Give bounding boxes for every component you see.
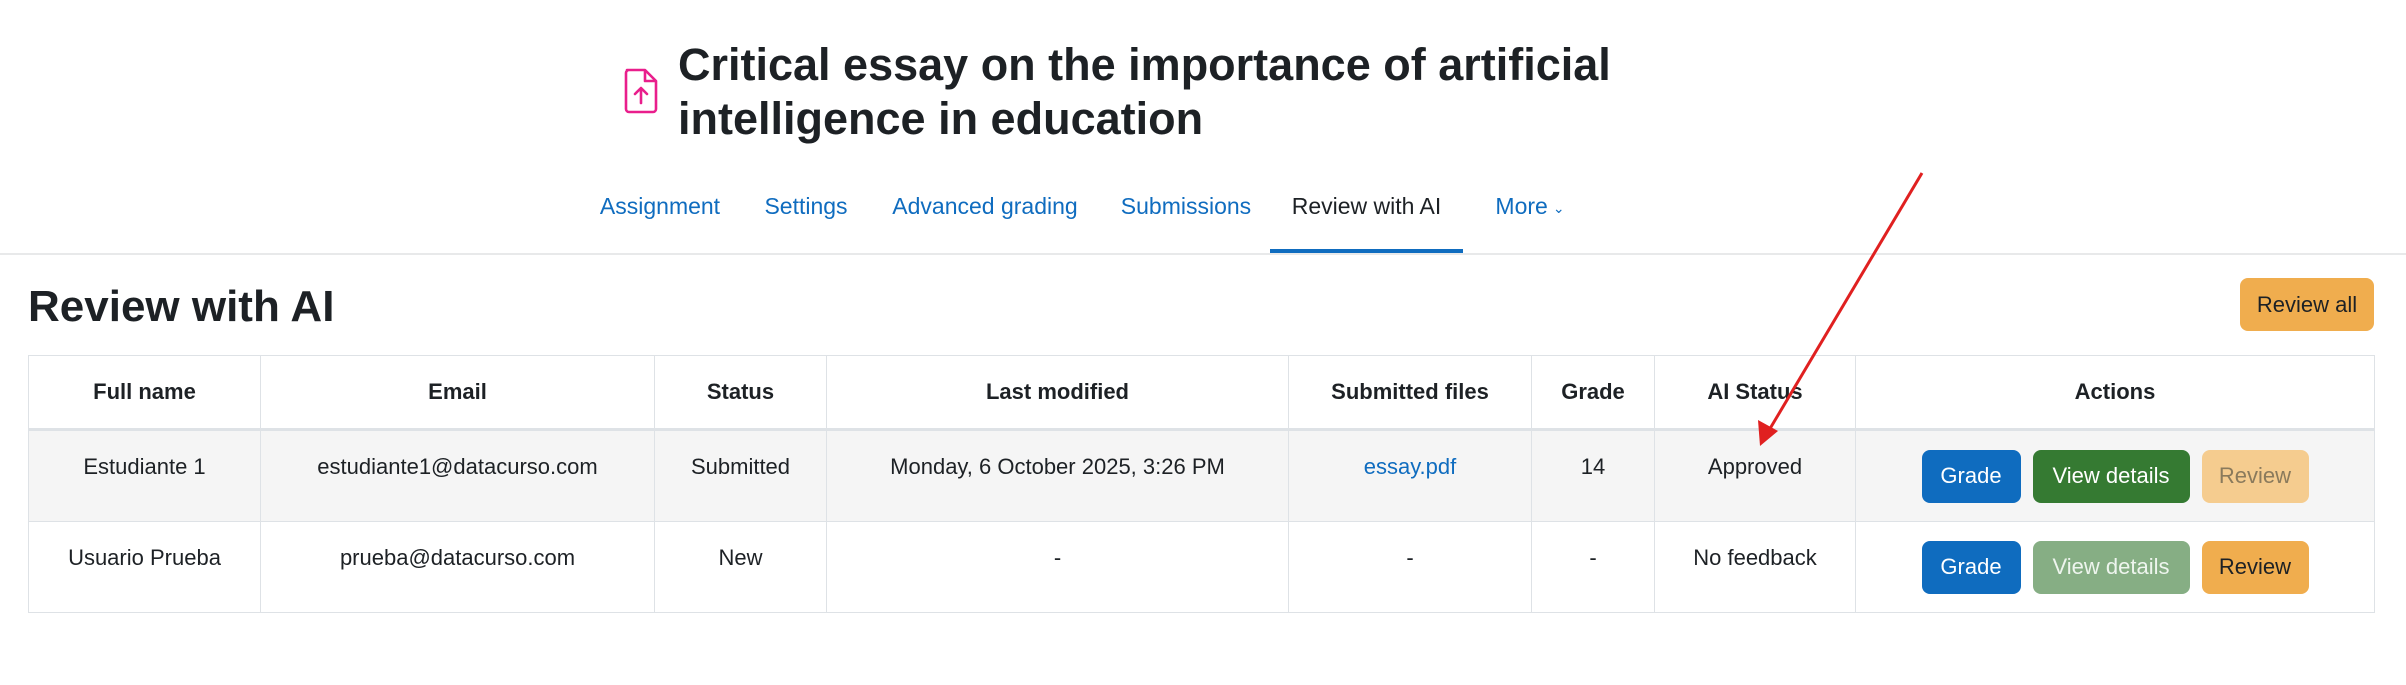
grade-button[interactable]: Grade xyxy=(1921,540,2021,594)
tab-settings[interactable]: Settings xyxy=(764,193,848,219)
cell-email: prueba@datacurso.com xyxy=(260,521,655,613)
grade: - xyxy=(1589,545,1597,570)
row-actions: Grade View details Review xyxy=(1856,449,2374,503)
view-details-button[interactable]: View details xyxy=(2032,449,2190,503)
table-header-row: Full name Email Status Last modified Sub… xyxy=(28,355,2375,431)
file-upload-icon xyxy=(624,68,658,114)
cell-email: estudiante1@datacurso.com xyxy=(260,429,655,522)
tab-more[interactable]: More ⌄ xyxy=(1480,170,1580,253)
full-name: Usuario Prueba xyxy=(68,545,221,570)
cell-submitted-files: - xyxy=(1288,521,1532,613)
submission-status: Submitted xyxy=(690,454,791,479)
submitted-file: - xyxy=(1406,545,1414,570)
cell-submitted-files: essay.pdf xyxy=(1288,429,1532,522)
column-header-full-name[interactable]: Full name xyxy=(28,355,261,431)
view-details-button: View details xyxy=(2032,540,2190,594)
cell-grade: - xyxy=(1531,521,1655,613)
grade-button[interactable]: Grade xyxy=(1921,449,2021,503)
tab-submissions[interactable]: Submissions xyxy=(1120,193,1252,219)
chevron-down-icon: ⌄ xyxy=(1552,199,1565,216)
column-header-submitted-files[interactable]: Submitted files xyxy=(1288,355,1532,431)
column-header-email[interactable]: Email xyxy=(260,355,655,431)
tab-assignment[interactable]: Assignment xyxy=(599,193,721,219)
row-actions: Grade View details Review xyxy=(1856,540,2374,594)
review-button: Review xyxy=(2201,449,2309,503)
ai-status: Approved xyxy=(1707,454,1803,479)
last-modified: - xyxy=(1053,545,1062,570)
cell-full-name: Usuario Prueba xyxy=(28,521,261,613)
cell-status: New xyxy=(654,521,827,613)
cell-actions: Grade View details Review xyxy=(1855,429,2375,522)
column-header-actions: Actions xyxy=(1855,355,2375,431)
cell-full-name: Estudiante 1 xyxy=(28,429,261,522)
page-header: Critical essay on the importance of arti… xyxy=(0,0,2406,255)
cell-ai-status: Approved xyxy=(1654,429,1856,522)
cell-status: Submitted xyxy=(654,429,827,522)
tab-review-with-ai[interactable]: Review with AI xyxy=(1270,170,1463,253)
table-row: Estudiante 1 estudiante1@datacurso.com S… xyxy=(28,429,2375,522)
review-button[interactable]: Review xyxy=(2201,540,2309,594)
page-title: Critical essay on the importance of arti… xyxy=(678,39,1611,144)
column-header-ai-status[interactable]: AI Status xyxy=(1654,355,1856,431)
tab-advanced-grading[interactable]: Advanced grading xyxy=(892,193,1078,219)
email: estudiante1@datacurso.com xyxy=(317,454,598,479)
last-modified: Monday, 6 October 2025, 3:26 PM xyxy=(890,454,1225,479)
submitted-file-link[interactable]: essay.pdf xyxy=(1363,454,1457,479)
table-row: Usuario Prueba prueba@datacurso.com New … xyxy=(28,521,2375,613)
section-heading: Review with AI xyxy=(28,282,335,331)
column-header-last-modified[interactable]: Last modified xyxy=(826,355,1289,431)
cell-grade: 14 xyxy=(1531,429,1655,522)
cell-actions: Grade View details Review xyxy=(1855,521,2375,613)
column-header-grade[interactable]: Grade xyxy=(1531,355,1655,431)
cell-last-modified: Monday, 6 October 2025, 3:26 PM xyxy=(826,429,1289,522)
grade: 14 xyxy=(1580,454,1606,479)
submission-status: New xyxy=(718,545,763,570)
tab-more-label: More xyxy=(1495,193,1548,219)
email: prueba@datacurso.com xyxy=(339,545,576,570)
cell-last-modified: - xyxy=(826,521,1289,613)
ai-status: No feedback xyxy=(1693,545,1817,570)
full-name: Estudiante 1 xyxy=(83,454,206,479)
review-all-button[interactable]: Review all xyxy=(2240,278,2374,331)
column-header-status[interactable]: Status xyxy=(654,355,827,431)
submissions-table: Full name Email Status Last modified Sub… xyxy=(28,355,2375,613)
cell-ai-status: No feedback xyxy=(1654,521,1856,613)
secondary-navigation: Assignment Settings Advanced grading Sub… xyxy=(0,170,2406,253)
